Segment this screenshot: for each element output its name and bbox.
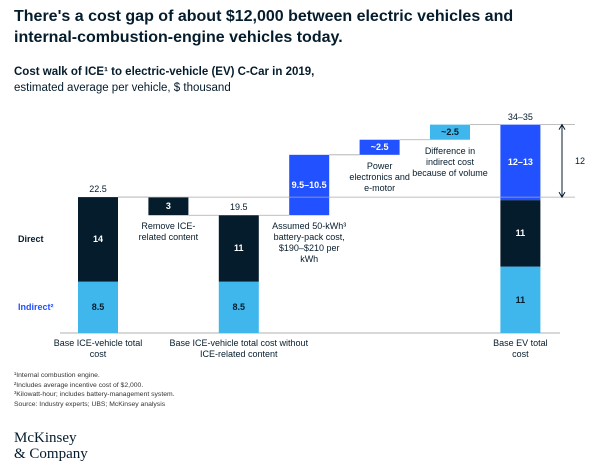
value-label: 11 bbox=[515, 228, 526, 239]
footnote: ¹Internal combustion engine. bbox=[14, 372, 100, 379]
footnote: Source: Industry experts; UBS; McKinsey … bbox=[14, 400, 166, 408]
value-label: 9.5–10.5 bbox=[291, 180, 327, 191]
footnote: ³Kilowatt-hour; includes battery-managem… bbox=[14, 391, 175, 398]
value-label: 11 bbox=[515, 294, 526, 305]
value-label: 11 bbox=[234, 243, 244, 254]
bar-label: Base EV total cost bbox=[493, 338, 548, 359]
value-label: ~2.5 bbox=[441, 127, 459, 138]
bar-segment bbox=[218, 281, 259, 333]
bar-label: Base ICE-vehicle total cost bbox=[53, 338, 143, 359]
value-label: 8.5 bbox=[91, 302, 105, 313]
bar-segment bbox=[500, 124, 541, 201]
footnote: ²Includes average incentive cost of $2,0… bbox=[14, 381, 144, 389]
gap-label: 12 bbox=[574, 155, 585, 166]
logo: McKinsey bbox=[14, 430, 77, 446]
bar-label: Remove ICE-related content bbox=[138, 221, 199, 243]
value-label: 12–13 bbox=[507, 157, 533, 168]
arrow-head bbox=[558, 123, 566, 130]
chart-title: Cost walk of ICE¹ to electric-vehicle (E… bbox=[14, 66, 315, 78]
bar-segment bbox=[78, 281, 118, 333]
value-label: 3 bbox=[165, 201, 171, 212]
bar-segment bbox=[148, 197, 189, 216]
bar-label: Base ICE-vehicle total cost without ICE-… bbox=[169, 338, 309, 359]
legend-label: Indirect² bbox=[18, 302, 54, 313]
bar-segment bbox=[359, 139, 400, 155]
chart-subtitle: estimated average per vehicle, $ thousan… bbox=[14, 82, 231, 94]
bar-segment bbox=[78, 197, 118, 282]
headline: There's a cost gap of about $12,000 betw… bbox=[14, 8, 514, 46]
bar-segment bbox=[289, 154, 330, 216]
bar-label: Power electronics and e-motor bbox=[349, 160, 410, 193]
logo: & Company bbox=[14, 446, 88, 462]
legend-label: Direct bbox=[18, 234, 44, 245]
bar-segment bbox=[500, 266, 541, 333]
value-label: 8.5 bbox=[232, 302, 246, 313]
bar-label: Assumed 50-kWh³ battery-pack cost, $190–… bbox=[272, 221, 347, 265]
arrow-head bbox=[558, 191, 566, 199]
total-label: 34–35 bbox=[507, 111, 533, 122]
bar-segment bbox=[500, 200, 541, 267]
total-label: 22.5 bbox=[89, 184, 107, 195]
bar-segment bbox=[430, 124, 470, 140]
bar-label: Difference in indirect cost because of v… bbox=[412, 145, 488, 178]
value-label: 14 bbox=[92, 234, 103, 245]
value-label: ~2.5 bbox=[370, 142, 389, 153]
total-label: 19.5 bbox=[230, 202, 248, 213]
bar-segment bbox=[218, 215, 259, 282]
